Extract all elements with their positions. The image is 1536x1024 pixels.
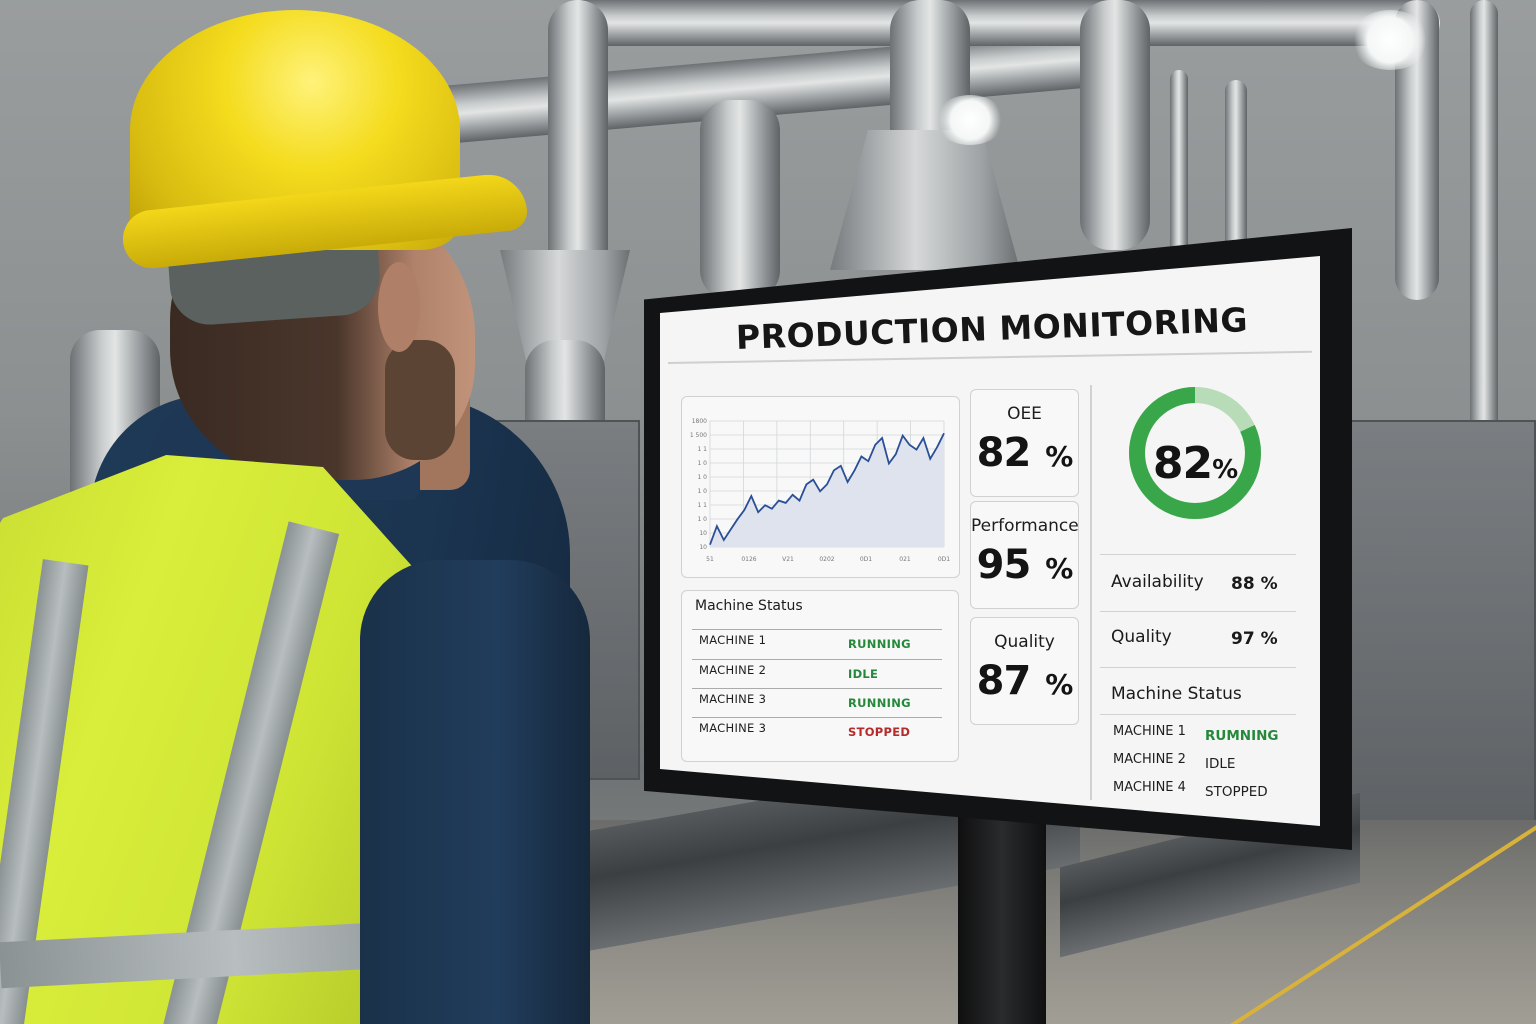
status-row-divider bbox=[692, 688, 942, 689]
machine-name: MACHINE 1 bbox=[1113, 724, 1186, 739]
machine-status: IDLE bbox=[848, 667, 879, 681]
x-tick-label: 0D1 bbox=[938, 556, 950, 563]
machine-status: STOPPED bbox=[1205, 784, 1268, 800]
trend-chart: 1800 1 500 1 1 1 0 1 0 1 0 1 1 1 0 10 10 51 0126 V2… bbox=[690, 418, 950, 563]
kpi-card-quality: Quality 87 % bbox=[970, 617, 1079, 725]
y-tick-label: 1800 bbox=[692, 418, 707, 425]
machine-name: MACHINE 1 bbox=[699, 633, 767, 647]
status-row-divider bbox=[692, 629, 942, 630]
kpi-value: 82 % bbox=[976, 430, 1074, 476]
availability-label: Availability bbox=[1111, 572, 1204, 592]
machine-name: MACHINE 4 bbox=[1113, 780, 1186, 795]
quality-value: 97 % bbox=[1231, 629, 1278, 649]
vertical-pipe bbox=[700, 100, 780, 300]
quality-label: Quality bbox=[1111, 627, 1172, 647]
machine-status: RUMNING bbox=[1205, 728, 1279, 744]
worker-person bbox=[0, 0, 600, 1024]
kpi-label: Performance bbox=[971, 516, 1079, 536]
y-tick-label: 1 0 bbox=[697, 488, 707, 495]
x-axis: 51 0126 V21 0202 0D1 021 0D1 bbox=[706, 556, 950, 563]
y-tick-label: 10 bbox=[699, 530, 707, 537]
x-tick-label: V21 bbox=[782, 556, 794, 563]
vertical-pipe bbox=[1080, 0, 1150, 250]
y-tick-label: 1 1 bbox=[697, 502, 707, 509]
donut-value: 82% bbox=[1152, 438, 1238, 489]
y-tick-label: 1 0 bbox=[697, 474, 707, 481]
summary-divider bbox=[1100, 714, 1296, 715]
series-area bbox=[710, 433, 944, 547]
hopper bbox=[830, 130, 1020, 270]
machine-status-title-right: Machine Status bbox=[1111, 684, 1242, 704]
worker-arm bbox=[360, 560, 590, 1024]
machine-status: IDLE bbox=[1205, 756, 1236, 772]
worker-ear bbox=[378, 262, 420, 352]
ceiling-lamp bbox=[935, 95, 1005, 145]
summary-divider bbox=[1100, 667, 1296, 668]
kpi-value: 95 % bbox=[976, 542, 1074, 588]
ceiling-lamp bbox=[1350, 10, 1430, 70]
worker-beard bbox=[385, 340, 455, 460]
machine-status: RUNNING bbox=[848, 696, 911, 710]
y-tick-label: 10 bbox=[699, 544, 707, 551]
kpi-card-performance: Performance 95 % bbox=[970, 501, 1079, 609]
machine-name: MACHINE 2 bbox=[699, 663, 767, 677]
kpi-label: OEE bbox=[1007, 404, 1042, 424]
x-tick-label: 0D1 bbox=[860, 556, 872, 563]
series-line bbox=[709, 432, 945, 546]
y-tick-label: 1 1 bbox=[697, 446, 707, 453]
x-tick-label: 0202 bbox=[819, 556, 834, 563]
kpi-value: 87 % bbox=[976, 658, 1074, 704]
machine-name: MACHINE 2 bbox=[1113, 752, 1186, 767]
status-row-divider bbox=[692, 717, 942, 718]
availability-value: 88 % bbox=[1231, 574, 1278, 594]
machine-status: STOPPED bbox=[848, 725, 911, 739]
column-divider bbox=[1090, 385, 1092, 800]
y-tick-label: 1 0 bbox=[697, 460, 707, 467]
trend-chart-panel: 1800 1 500 1 1 1 0 1 0 1 0 1 1 1 0 10 10 51 0126 V2… bbox=[681, 396, 960, 578]
machine-name: MACHINE 3 bbox=[699, 692, 767, 706]
x-tick-label: 51 bbox=[706, 556, 714, 563]
donut-arc bbox=[1129, 387, 1261, 519]
x-tick-label: 0126 bbox=[741, 556, 756, 563]
y-tick-label: 1 0 bbox=[697, 516, 707, 523]
oee-donut-chart bbox=[1129, 387, 1261, 519]
machine-housing bbox=[1350, 420, 1536, 840]
overhead-pipe bbox=[560, 0, 1440, 46]
machine-status-panel-left bbox=[681, 590, 959, 762]
machine-status: RUNNING bbox=[848, 637, 911, 651]
y-axis: 1800 1 500 1 1 1 0 1 0 1 0 1 1 1 0 10 10 bbox=[690, 418, 707, 551]
kpi-card-oee: OEE 82 % bbox=[970, 389, 1079, 497]
kpi-label: Quality bbox=[994, 632, 1055, 652]
machine-name: MACHINE 3 bbox=[699, 721, 767, 735]
summary-divider bbox=[1100, 554, 1296, 555]
x-tick-label: 021 bbox=[899, 556, 911, 563]
y-tick-label: 1 500 bbox=[690, 432, 707, 439]
monitor-stand bbox=[958, 810, 1046, 1024]
summary-divider bbox=[1100, 611, 1296, 612]
vertical-pipe bbox=[548, 0, 608, 280]
status-row-divider bbox=[692, 659, 942, 660]
machine-status-title-left: Machine Status bbox=[695, 598, 803, 614]
